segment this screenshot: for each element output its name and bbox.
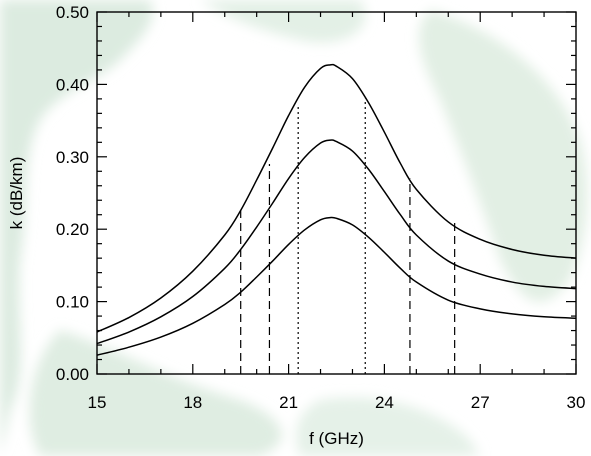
x-tick-label: 30 xyxy=(567,393,586,412)
x-tick-label: 18 xyxy=(183,393,202,412)
x-tick-label: 15 xyxy=(88,393,107,412)
y-tick-label: 0.50 xyxy=(56,3,89,22)
tick-labels: 15 18 21 24 27 30 0.00 0.10 0.20 0.30 0.40 0.50 xyxy=(56,3,586,412)
series-group xyxy=(96,63,577,356)
plot-area xyxy=(96,11,577,375)
y-tick-label: 0.40 xyxy=(56,75,89,94)
y-tick-label: 0.00 xyxy=(56,365,89,384)
series-line-3 xyxy=(96,216,577,356)
y-tick-label: 0.20 xyxy=(56,220,89,239)
y-tick-label: 0.10 xyxy=(56,293,89,312)
vertical-markers xyxy=(240,98,456,374)
y-tick-label: 0.30 xyxy=(56,148,89,167)
x-tick-label: 21 xyxy=(279,393,298,412)
x-axis-label: f (GHz) xyxy=(309,429,364,448)
y-axis-label: k (dB/km) xyxy=(7,157,26,230)
series-line-2 xyxy=(96,139,577,345)
x-tick-label: 27 xyxy=(471,393,490,412)
x-tick-label: 24 xyxy=(375,393,394,412)
axis-ticks xyxy=(96,11,577,375)
series-line-1 xyxy=(96,63,577,333)
